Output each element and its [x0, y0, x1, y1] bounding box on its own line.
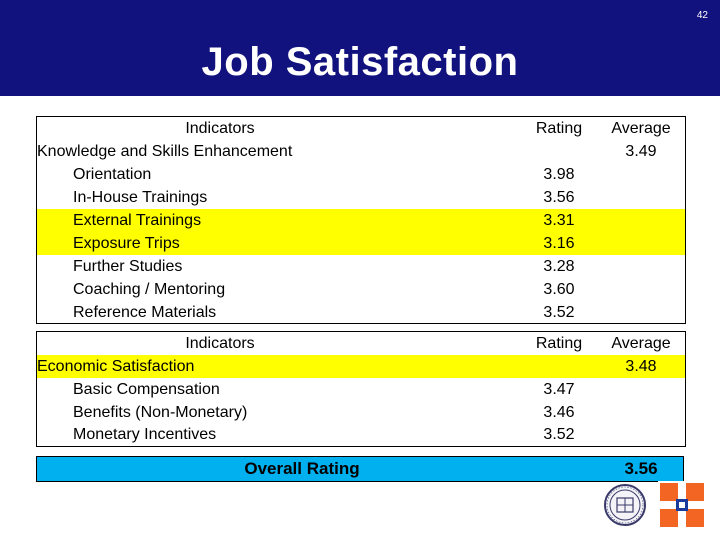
knowledge-skills-table: Indicators Rating Average Knowledge and … [36, 116, 686, 324]
economic-satisfaction-table: Indicators Rating Average Economic Satis… [36, 331, 686, 447]
slide-header: 42 Job Satisfaction [0, 0, 720, 96]
indicator-label: In-House Trainings [73, 189, 208, 206]
indicator-rating: 3.46 [543, 404, 575, 421]
category-average: 3.48 [625, 358, 657, 375]
university-seal-icon [604, 484, 646, 526]
table-header-row: Indicators Rating Average [37, 332, 685, 355]
indicator-rating: 3.52 [543, 426, 575, 443]
indicator-label: Further Studies [73, 258, 183, 275]
indicator-label: Monetary Incentives [73, 426, 217, 443]
indicator-rating: 3.60 [543, 281, 575, 298]
overall-rating-bar: Overall Rating 3.56 [36, 456, 684, 482]
table-row: Monetary Incentives 3.52 [37, 423, 685, 446]
indicator-rating: 3.47 [543, 381, 575, 398]
overall-rating-value: 3.56 [624, 459, 658, 478]
indicator-rating: 3.52 [543, 304, 575, 321]
table-row: Basic Compensation 3.47 [37, 378, 685, 401]
table-row: In-House Trainings 3.56 [37, 186, 685, 209]
table-row-highlighted: External Trainings 3.31 [37, 209, 685, 232]
indicator-rating: 3.31 [543, 212, 575, 229]
average-header: Average [611, 120, 671, 137]
overall-rating-label: Overall Rating [244, 459, 360, 478]
table-row: Reference Materials 3.52 [37, 301, 685, 324]
indicators-header: Indicators [185, 120, 255, 137]
table-row: Further Studies 3.28 [37, 255, 685, 278]
page-title: Job Satisfaction [201, 40, 519, 84]
indicator-rating: 3.98 [543, 166, 575, 183]
page-number: 42 [696, 10, 708, 21]
indicator-label: External Trainings [73, 212, 202, 229]
category-row: Knowledge and Skills Enhancement 3.49 [37, 140, 685, 163]
rating-header: Rating [535, 120, 583, 137]
table-row: Orientation 3.98 [37, 163, 685, 186]
indicator-label: Orientation [73, 166, 152, 183]
indicator-label: Exposure Trips [73, 235, 180, 252]
category-average: 3.49 [625, 143, 657, 160]
rating-header: Rating [535, 335, 583, 352]
category-row-highlighted: Economic Satisfaction 3.48 [37, 355, 685, 378]
cross-logo-icon [658, 481, 706, 529]
indicator-label: Reference Materials [73, 304, 217, 321]
indicator-label: Basic Compensation [73, 381, 220, 398]
table-row-highlighted: Exposure Trips 3.16 [37, 232, 685, 255]
indicator-label: Benefits (Non-Monetary) [73, 404, 248, 421]
category-label: Knowledge and Skills Enhancement [37, 143, 293, 160]
category-label: Economic Satisfaction [37, 358, 195, 375]
table-row: Coaching / Mentoring 3.60 [37, 278, 685, 301]
indicators-header: Indicators [185, 335, 255, 352]
indicator-rating: 3.56 [543, 189, 575, 206]
indicator-rating: 3.16 [543, 235, 575, 252]
table-header-row: Indicators Rating Average [37, 117, 685, 140]
table-row: Benefits (Non-Monetary) 3.46 [37, 401, 685, 424]
indicator-label: Coaching / Mentoring [73, 281, 226, 298]
average-header: Average [611, 335, 671, 352]
indicator-rating: 3.28 [543, 258, 575, 275]
